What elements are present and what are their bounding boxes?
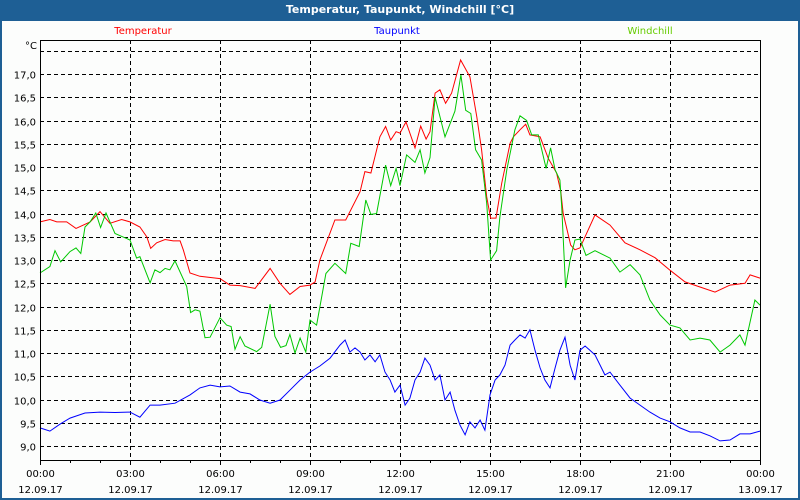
x-tick-date: 12.09.17 [378, 485, 423, 496]
axes [40, 40, 761, 465]
window-title: Temperatur, Taupunkt, Windchill [°C] [0, 0, 800, 21]
x-tick-time: 21:00 [656, 469, 685, 480]
x-tick-date: 12.09.17 [558, 485, 603, 496]
x-tick-time: 06:00 [206, 469, 235, 480]
x-tick-date: 12.09.17 [648, 485, 693, 496]
x-tick-date: 12.09.17 [288, 485, 333, 496]
series-lines [39, 58, 761, 442]
y-tick-label: 14,5 [14, 187, 36, 198]
y-tick-label: 11,0 [14, 350, 36, 361]
series-line-temperatur [39, 58, 761, 296]
x-tick-time: 15:00 [476, 469, 505, 480]
legend-windchill: Windchill [627, 26, 672, 37]
x-tick-date: 12.09.17 [18, 485, 63, 496]
legend-taupunkt: Taupunkt [373, 26, 420, 37]
y-tick-label: 9,0 [20, 443, 36, 454]
y-tick-label: 15,0 [14, 164, 36, 175]
y-tick-label: 16,5 [14, 94, 36, 105]
plot-frame [40, 40, 761, 461]
x-tick-date: 12.09.17 [198, 485, 243, 496]
x-tick-time: 00:00 [746, 469, 775, 480]
legend-temperatur: Temperatur [113, 26, 172, 37]
x-tick-date: 12.09.17 [468, 485, 513, 496]
series-line-taupunkt [39, 328, 761, 442]
y-tick-label: 10,0 [14, 397, 36, 408]
y-tick-label: 13,0 [14, 257, 36, 268]
y-axis-unit: °C [25, 41, 37, 52]
y-tick-label: 9,5 [20, 420, 36, 431]
y-tick-label: 12,0 [14, 304, 36, 315]
y-tick-label: 10,5 [14, 373, 36, 384]
y-tick-label: 13,5 [14, 234, 36, 245]
y-tick-label: 17,0 [14, 71, 36, 82]
x-tick-time: 12:00 [386, 469, 415, 480]
x-tick-date: 13.09.17 [738, 485, 783, 496]
x-tick-time: 18:00 [566, 469, 595, 480]
y-tick-label: 15,5 [14, 141, 36, 152]
series-line-windchill [39, 74, 761, 355]
legend: Temperatur Taupunkt Windchill [113, 26, 672, 37]
y-tick-label: 14,0 [14, 211, 36, 222]
gridlines [40, 40, 760, 460]
y-tick-label: 11,5 [14, 327, 36, 338]
y-tick-label: 16,0 [14, 118, 36, 129]
x-tick-date: 12.09.17 [108, 485, 153, 496]
x-tick-time: 03:00 [116, 469, 145, 480]
tick-labels: 9,0 9,5 10,0 10,5 11,0 11,5 12,0 12,5 13,0 13,5 14… [14, 41, 783, 496]
x-tick-time: 09:00 [296, 469, 325, 480]
y-tick-label: 12,5 [14, 280, 36, 291]
x-tick-time: 00:00 [26, 469, 55, 480]
